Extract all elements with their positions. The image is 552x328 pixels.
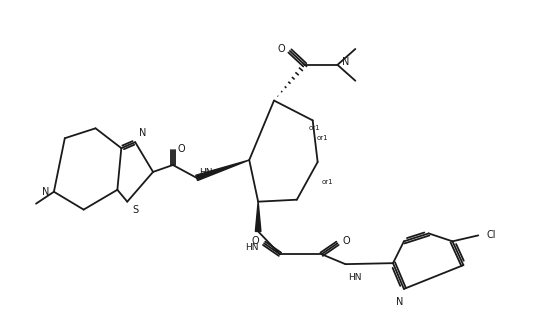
Text: N: N — [342, 57, 350, 67]
Text: HN: HN — [246, 243, 259, 252]
Text: O: O — [178, 144, 185, 154]
Text: N: N — [396, 297, 404, 307]
Text: O: O — [342, 236, 350, 246]
Text: HN: HN — [199, 168, 212, 177]
Text: N: N — [139, 128, 146, 138]
Text: or1: or1 — [309, 125, 320, 131]
Text: or1: or1 — [317, 135, 328, 141]
Text: HN: HN — [348, 273, 362, 282]
Text: O: O — [277, 44, 285, 54]
Text: O: O — [252, 236, 259, 246]
Polygon shape — [256, 202, 261, 232]
Text: N: N — [41, 187, 49, 197]
Polygon shape — [196, 160, 250, 180]
Text: Cl: Cl — [486, 230, 496, 240]
Text: or1: or1 — [322, 179, 333, 185]
Text: S: S — [132, 205, 139, 215]
